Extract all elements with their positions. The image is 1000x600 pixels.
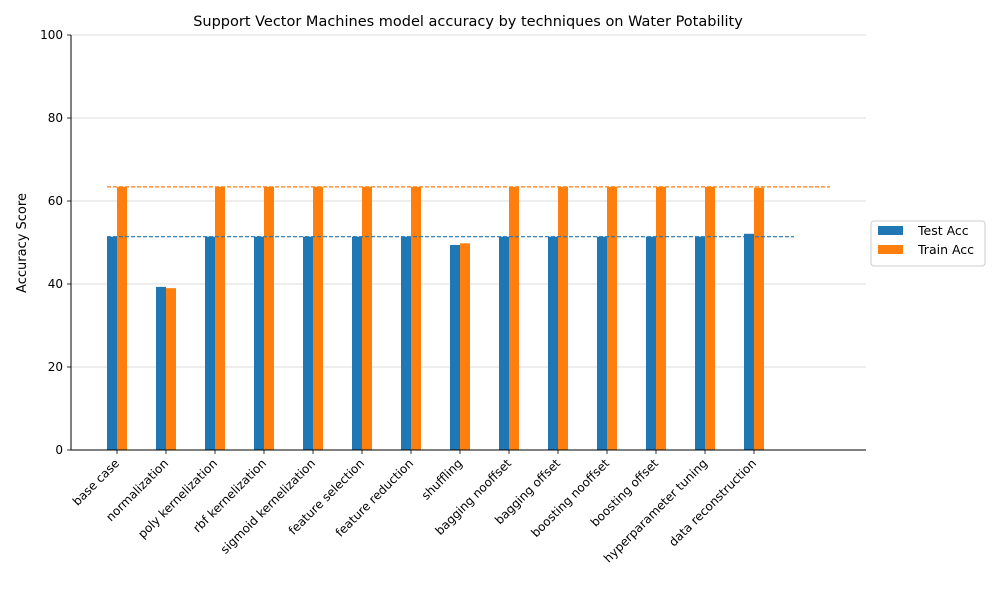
y-tick-label: 100 (40, 28, 63, 42)
bar-test-acc (107, 236, 117, 450)
x-tick-label: sigmoid kernelization (218, 456, 318, 556)
bar-train-acc (362, 186, 372, 450)
bar-test-acc (254, 236, 264, 450)
x-tick-label: base case (70, 456, 122, 508)
bars (107, 186, 764, 450)
bar-test-acc (548, 236, 558, 450)
bar-test-acc (205, 236, 215, 450)
bar-test-acc (352, 236, 362, 450)
legend-label: Train Acc (917, 242, 974, 257)
axes (70, 35, 866, 451)
legend: Test Acc Train Acc (870, 220, 986, 267)
y-tick-label: 20 (48, 360, 63, 374)
y-tick-label: 40 (48, 277, 63, 291)
bar-train-acc (460, 243, 470, 450)
bar-train-acc (607, 186, 617, 450)
bar-test-acc (646, 236, 656, 450)
bar-test-acc (303, 236, 313, 450)
bar-train-acc (509, 186, 519, 450)
legend-swatch (878, 245, 903, 254)
bar-train-acc (754, 187, 764, 450)
bar-train-acc (117, 186, 127, 450)
bar-test-acc (597, 236, 607, 450)
legend-swatch (878, 226, 903, 235)
x-tick-label: data reconstruction (666, 456, 759, 549)
grid-lines (71, 34, 866, 368)
bar-test-acc (695, 236, 705, 450)
bar-train-acc (215, 186, 225, 450)
y-tick-label: 60 (48, 194, 63, 208)
bar-test-acc (499, 236, 509, 450)
bar-train-acc (166, 288, 176, 450)
bar-train-acc (264, 186, 274, 450)
y-tick-label: 0 (55, 443, 63, 457)
bar-train-acc (705, 186, 715, 450)
y-axis-ticks: 0 20 40 60 80 100 (40, 28, 71, 457)
bar-train-acc (656, 186, 666, 450)
bar-train-acc (411, 186, 421, 450)
legend-label: Test Acc (917, 223, 969, 238)
y-axis-label: Accuracy Score (15, 193, 30, 293)
chart-title: Support Vector Machines model accuracy b… (193, 14, 743, 30)
bar-test-acc (450, 244, 460, 450)
reference-lines (107, 186, 830, 238)
bar-test-acc (156, 286, 166, 450)
bar-test-acc (401, 236, 411, 450)
y-tick-label: 80 (48, 111, 63, 125)
x-tick-label: shuffling (419, 456, 465, 502)
bar-train-acc (313, 186, 323, 450)
bar-test-acc (744, 233, 754, 450)
bar-train-acc (558, 186, 568, 450)
